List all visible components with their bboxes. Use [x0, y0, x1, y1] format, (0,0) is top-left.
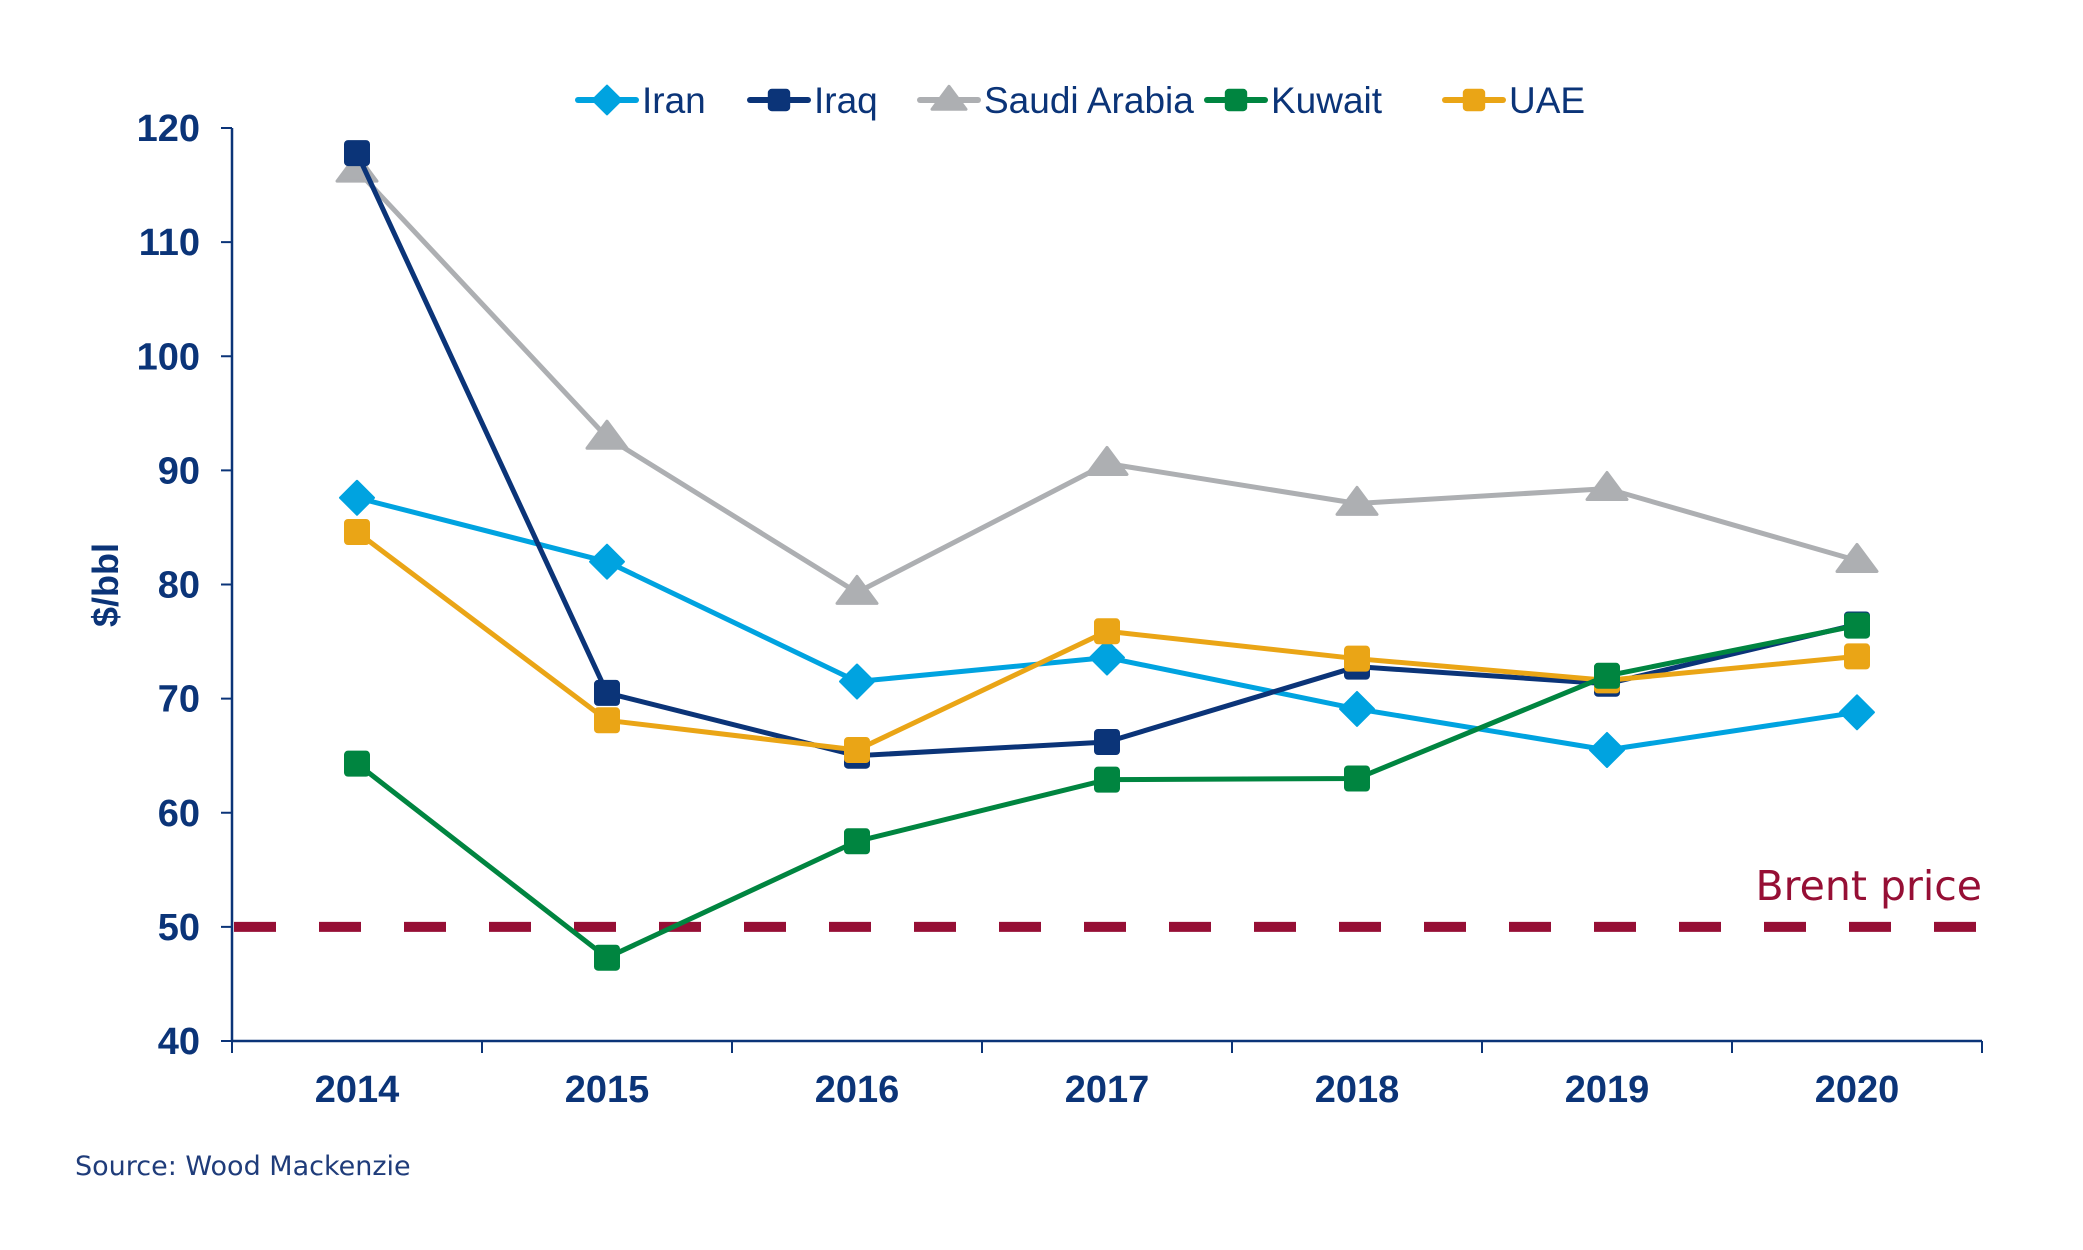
data-point — [835, 574, 879, 605]
x-tick-label: 2014 — [315, 1069, 400, 1111]
series-line — [354, 167, 1860, 595]
legend-label: Iraq — [814, 80, 878, 121]
data-point — [1585, 471, 1629, 502]
data-point — [344, 140, 370, 167]
brent-price-label: Brent price — [1756, 862, 1982, 910]
y-axis: 40 50 60 70 80 90 100 110 120 — [137, 108, 234, 1063]
data-point — [1844, 643, 1870, 670]
legend-item-iran: Iran — [575, 80, 706, 121]
x-tick-label: 2016 — [815, 1069, 900, 1111]
square-icon — [1224, 88, 1248, 112]
x-tick-label: 2018 — [1315, 1069, 1400, 1111]
y-tick-label: 100 — [137, 336, 200, 378]
data-point — [839, 663, 875, 700]
x-axis: 2014 2015 2016 2017 2018 2019 2020 — [231, 1039, 1983, 1111]
data-point — [585, 419, 629, 450]
legend-item-iraq: Iraq — [747, 80, 878, 121]
diamond-icon — [591, 84, 623, 116]
series-saudi-arabia — [335, 152, 1879, 605]
data-point — [1094, 618, 1120, 645]
y-tick-label: 90 — [158, 450, 200, 492]
data-point — [1839, 694, 1875, 731]
legend-item-saudi-arabia: Saudi Arabia — [917, 80, 1194, 121]
data-point — [594, 944, 620, 971]
y-tick-label: 50 — [158, 907, 200, 949]
series-group — [335, 140, 1879, 971]
square-icon — [767, 88, 791, 112]
data-point — [1085, 445, 1129, 476]
x-tick-label: 2019 — [1565, 1069, 1650, 1111]
reference-lines: Brent price — [234, 862, 1990, 932]
data-point — [1344, 645, 1370, 672]
square-icon — [1462, 88, 1486, 112]
data-point — [1835, 542, 1879, 573]
data-point — [594, 679, 620, 706]
legend-label: Saudi Arabia — [984, 80, 1194, 121]
data-point — [1094, 766, 1120, 793]
legend-label: UAE — [1509, 80, 1585, 121]
data-point — [1339, 690, 1375, 727]
y-tick-label: 120 — [137, 108, 200, 150]
y-tick-label: 70 — [158, 679, 200, 721]
x-tick-label: 2015 — [565, 1069, 650, 1111]
data-point — [1589, 731, 1625, 768]
source-note: Source: Wood Mackenzie — [75, 1151, 411, 1182]
y-tick-label: 80 — [158, 565, 200, 607]
y-tick-label: 60 — [158, 793, 200, 835]
series-iran — [339, 479, 1875, 768]
legend-label: Iran — [642, 80, 706, 121]
data-point — [1094, 728, 1120, 755]
data-point — [844, 736, 870, 763]
x-tick-label: 2020 — [1815, 1069, 1900, 1111]
series-uae — [344, 519, 1870, 763]
y-axis-title: $/bbl — [85, 543, 126, 627]
data-point — [344, 519, 370, 546]
data-point — [589, 543, 625, 580]
triangle-icon — [930, 84, 968, 111]
legend-item-kuwait: Kuwait — [1204, 80, 1383, 121]
legend-item-uae: UAE — [1442, 80, 1585, 121]
series-kuwait — [344, 612, 1870, 971]
data-point — [1344, 765, 1370, 792]
data-point — [1089, 639, 1125, 676]
data-point — [1594, 662, 1620, 689]
x-tick-label: 2017 — [1065, 1069, 1150, 1111]
data-point — [844, 828, 870, 855]
data-point — [1844, 612, 1870, 639]
y-tick-label: 40 — [158, 1021, 200, 1063]
data-point — [1335, 485, 1379, 516]
data-point — [344, 750, 370, 777]
data-point — [339, 479, 375, 516]
legend: Iran Iraq Saudi Arabia Kuwait UAE — [575, 80, 1585, 121]
legend-label: Kuwait — [1271, 80, 1383, 121]
data-point — [594, 707, 620, 734]
y-tick-label: 110 — [139, 222, 200, 264]
